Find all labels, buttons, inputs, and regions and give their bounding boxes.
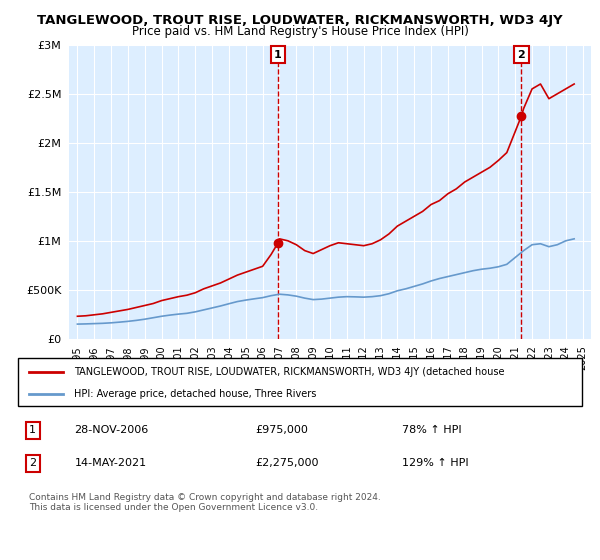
Text: 2: 2 [518,50,526,59]
Text: £2,275,000: £2,275,000 [255,459,319,468]
Text: 2: 2 [29,459,37,468]
Text: 129% ↑ HPI: 129% ↑ HPI [401,459,468,468]
Text: 78% ↑ HPI: 78% ↑ HPI [401,425,461,435]
Text: TANGLEWOOD, TROUT RISE, LOUDWATER, RICKMANSWORTH, WD3 4JY (detached house: TANGLEWOOD, TROUT RISE, LOUDWATER, RICKM… [74,367,505,377]
FancyBboxPatch shape [18,358,582,406]
Text: 28-NOV-2006: 28-NOV-2006 [74,425,149,435]
Text: TANGLEWOOD, TROUT RISE, LOUDWATER, RICKMANSWORTH, WD3 4JY: TANGLEWOOD, TROUT RISE, LOUDWATER, RICKM… [37,14,563,27]
Text: Price paid vs. HM Land Registry's House Price Index (HPI): Price paid vs. HM Land Registry's House … [131,25,469,38]
Text: 1: 1 [274,50,281,59]
Text: 14-MAY-2021: 14-MAY-2021 [74,459,146,468]
Text: Contains HM Land Registry data © Crown copyright and database right 2024.
This d: Contains HM Land Registry data © Crown c… [29,493,381,512]
Text: 1: 1 [29,425,36,435]
Text: £975,000: £975,000 [255,425,308,435]
Text: HPI: Average price, detached house, Three Rivers: HPI: Average price, detached house, Thre… [74,389,317,399]
